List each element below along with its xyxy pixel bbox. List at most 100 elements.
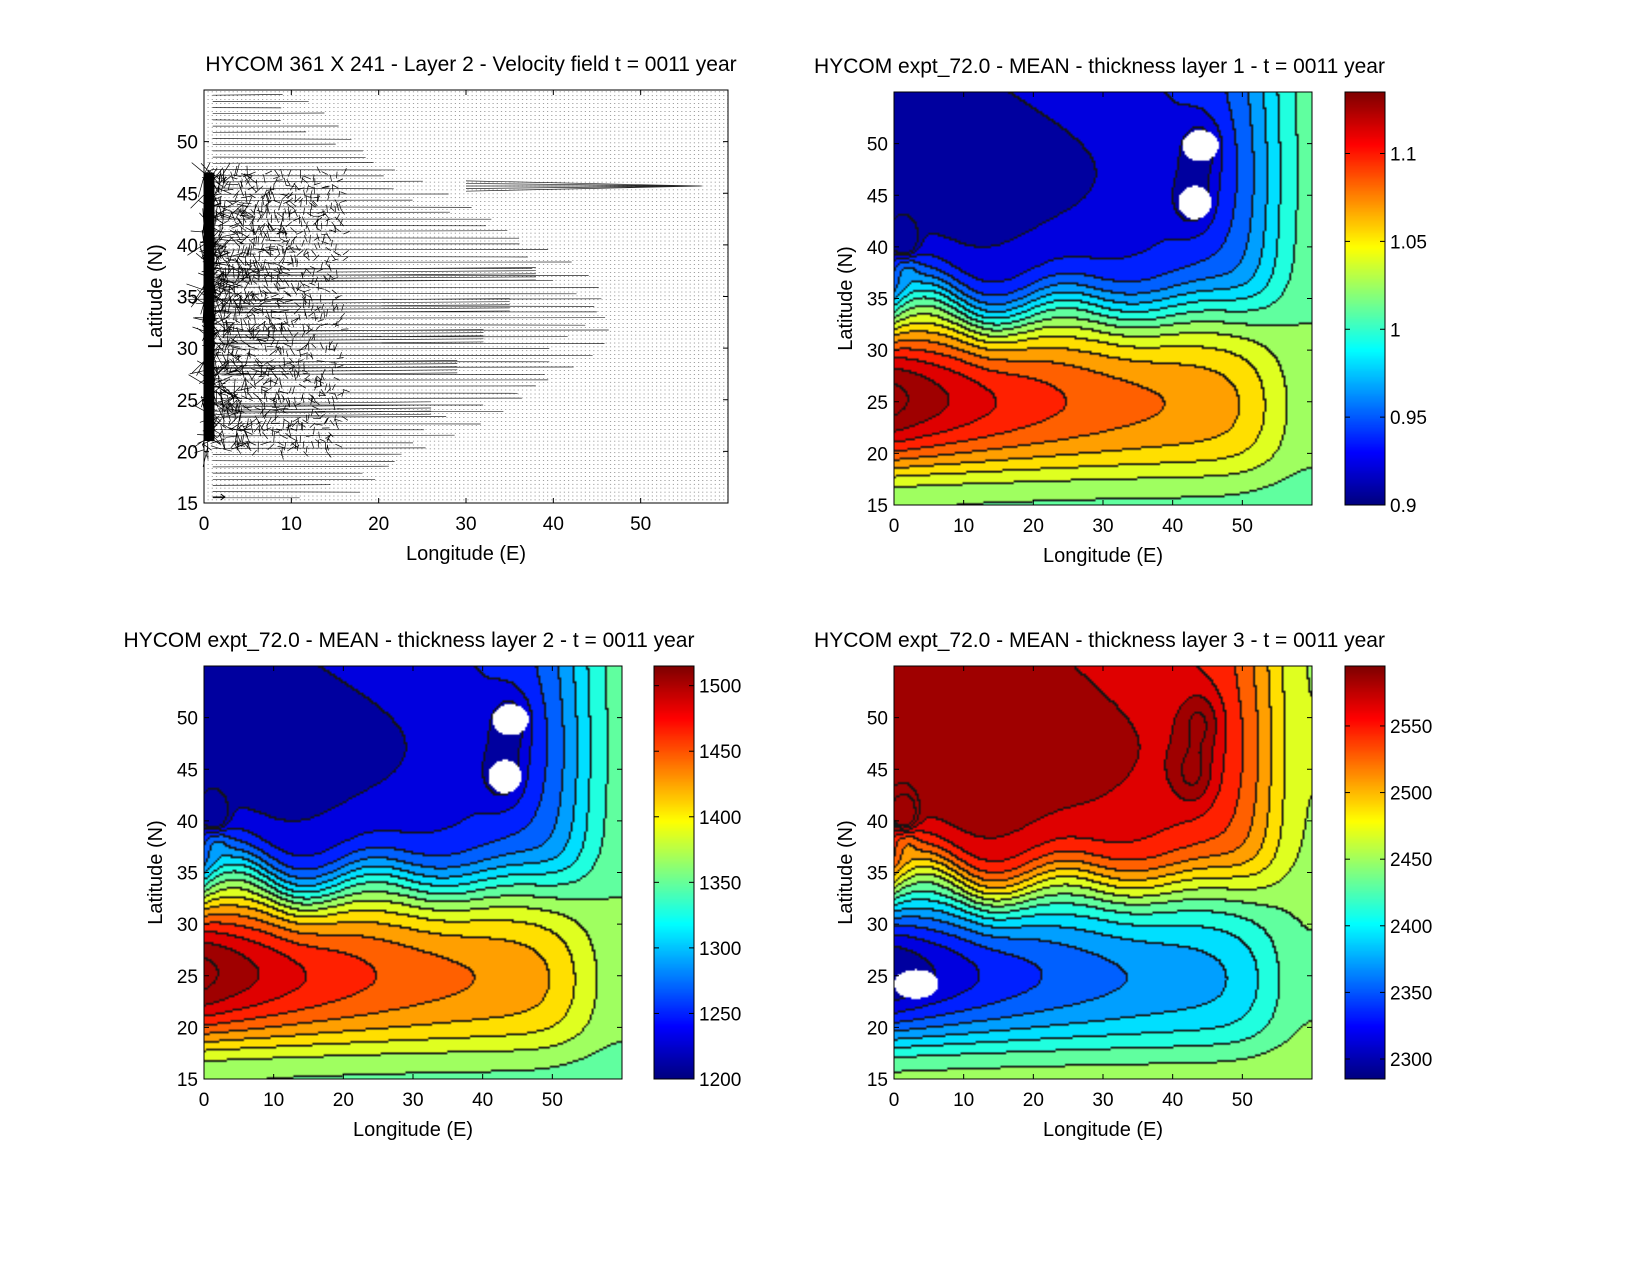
x-tick-label: 50 (1232, 1090, 1253, 1111)
contour-field (204, 666, 622, 1079)
x-tick-label: 10 (263, 1090, 284, 1111)
reference-arrow (212, 493, 226, 501)
colorbar-tick-label: 1.1 (1390, 145, 1416, 166)
y-axis-label: Latitude (N) (835, 820, 857, 925)
colorbar-tick-label: 2450 (1390, 850, 1432, 871)
axes-frame (203, 89, 729, 504)
colorbar-tick-label: 1200 (699, 1070, 741, 1091)
y-tick-label: 25 (177, 391, 198, 412)
y-tick-label: 20 (867, 444, 888, 465)
y-tick-label: 45 (867, 186, 888, 207)
y-tick-label: 25 (867, 967, 888, 988)
colorbar-tick-label: 2550 (1390, 717, 1432, 738)
colorbar-tick-label: 1300 (699, 939, 741, 960)
y-tick-label: 50 (177, 709, 198, 730)
x-tick-label: 20 (1023, 516, 1044, 537)
colorbar-tick-label: 1 (1390, 320, 1401, 341)
y-tick-label: 30 (867, 341, 888, 362)
y-tick-label: 35 (177, 288, 198, 309)
panel-title: HYCOM expt_72.0 - MEAN - thickness layer… (814, 629, 1385, 652)
x-tick-label: 30 (1092, 516, 1113, 537)
y-tick-label: 35 (867, 864, 888, 885)
y-tick-label: 50 (867, 135, 888, 156)
colorbar-tick-label: 1250 (699, 1004, 741, 1025)
western-boundary-current (204, 172, 215, 442)
colorbar-tick-label: 2400 (1390, 917, 1432, 938)
y-tick-label: 35 (867, 290, 888, 311)
x-tick-label: 20 (1023, 1090, 1044, 1111)
y-tick-label: 20 (177, 442, 198, 463)
y-tick-label: 40 (177, 812, 198, 833)
y-tick-label: 40 (867, 812, 888, 833)
x-tick-label: 10 (953, 1090, 974, 1111)
y-tick-label: 25 (177, 967, 198, 988)
colorbar-tick-label: 0.9 (1390, 496, 1416, 517)
y-tick-label: 50 (177, 133, 198, 154)
x-tick-label: 50 (1232, 516, 1253, 537)
colorbar-tick-label: 2300 (1390, 1050, 1432, 1071)
colorbar-tick-label: 0.95 (1390, 408, 1427, 429)
y-tick-label: 50 (867, 709, 888, 730)
panel-title: HYCOM expt_72.0 - MEAN - thickness layer… (124, 629, 695, 652)
colorbar-tick-label: 2500 (1390, 784, 1432, 805)
y-tick-label: 30 (177, 339, 198, 360)
panel-title: HYCOM 361 X 241 - Layer 2 - Velocity fie… (205, 53, 736, 76)
x-axis-label: Longitude (E) (1043, 1119, 1163, 1141)
jet-streaks (212, 94, 702, 499)
colorbar-tick-label: 1350 (699, 873, 741, 894)
x-axis-label: Longitude (E) (406, 543, 526, 565)
x-tick-label: 10 (953, 516, 974, 537)
y-tick-label: 25 (867, 393, 888, 414)
x-tick-label: 20 (368, 514, 389, 535)
x-axis-label: Longitude (E) (353, 1119, 473, 1141)
x-tick-label: 40 (1162, 1090, 1183, 1111)
x-tick-label: 30 (455, 514, 476, 535)
y-tick-label: 30 (177, 915, 198, 936)
colorbar: 1200 1250 1300 1350 1400 1450 1500 (653, 665, 741, 1091)
y-tick-label: 20 (867, 1018, 888, 1039)
colorbar-tick-label: 1500 (699, 677, 741, 698)
x-tick-label: 40 (543, 514, 564, 535)
colorbar-frame (1344, 91, 1386, 506)
contour-field (894, 92, 1312, 505)
y-tick-label: 45 (867, 760, 888, 781)
colorbar-gradient (654, 666, 694, 1079)
panel-title: HYCOM expt_72.0 - MEAN - thickness layer… (814, 55, 1385, 78)
y-tick-label: 45 (177, 184, 198, 205)
colorbar: 0.9 0.95 1 1.05 1.1 (1344, 91, 1427, 517)
y-tick-label: 40 (177, 236, 198, 257)
x-tick-label: 40 (472, 1090, 493, 1111)
x-tick-label: 0 (889, 516, 900, 537)
y-tick-label: 15 (177, 1070, 198, 1091)
colorbar-tick-label: 1.05 (1390, 232, 1427, 253)
y-axis-label: Latitude (N) (145, 820, 167, 925)
y-tick-label: 40 (867, 238, 888, 259)
x-tick-label: 30 (1092, 1090, 1113, 1111)
colorbar-tick-label: 1400 (699, 808, 741, 829)
y-tick-label: 15 (867, 1070, 888, 1091)
colorbar-frame (1344, 665, 1386, 1080)
y-tick-label: 20 (177, 1018, 198, 1039)
x-tick-label: 0 (199, 514, 210, 535)
colorbar-gradient (1345, 666, 1385, 1079)
colorbar: 2300 2350 2400 2450 2500 2550 (1344, 665, 1432, 1080)
velocity-arrows (186, 91, 729, 501)
colorbar-gradient (1345, 92, 1385, 505)
background-arrows (207, 91, 729, 501)
y-tick-label: 35 (177, 864, 198, 885)
x-tick-label: 40 (1162, 516, 1183, 537)
contour-field (894, 666, 1312, 1079)
x-tick-label: 50 (630, 514, 651, 535)
y-axis-label: Latitude (N) (145, 244, 167, 349)
y-tick-label: 30 (867, 915, 888, 936)
panel-4: HYCOM expt_72.0 - MEAN - thickness layer… (814, 629, 1432, 1141)
x-tick-label: 0 (889, 1090, 900, 1111)
y-tick-label: 15 (177, 494, 198, 515)
x-tick-label: 0 (199, 1090, 210, 1111)
x-tick-label: 10 (281, 514, 302, 535)
y-tick-label: 15 (867, 496, 888, 517)
panel-1: HYCOM 361 X 241 - Layer 2 - Velocity fie… (145, 53, 737, 565)
panel-2: HYCOM expt_72.0 - MEAN - thickness layer… (814, 55, 1427, 567)
x-tick-label: 20 (333, 1090, 354, 1111)
